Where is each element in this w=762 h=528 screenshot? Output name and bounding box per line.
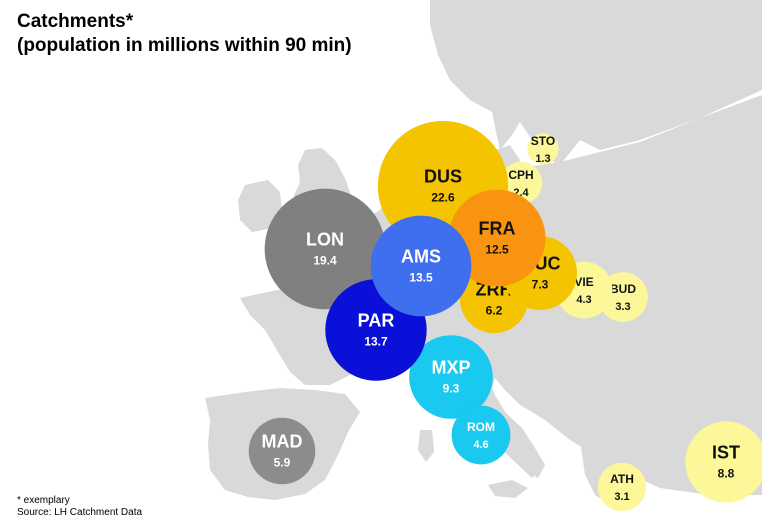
bubble-label-vie: VIE — [574, 275, 593, 289]
bubble-value-ams: 13.5 — [409, 270, 433, 284]
bubble-value-lon: 19.4 — [313, 253, 337, 267]
bubble-circle-mad — [248, 417, 316, 485]
chart-subtitle: (population in millions within 90 min) — [17, 35, 352, 56]
bubble-value-par: 13.7 — [364, 334, 388, 348]
bubble-label-mad: MAD — [262, 431, 303, 451]
bubble-layer: IST8.8ATH3.1MAD5.9STO1.3CPH2.4BUD3.3VIE4… — [248, 120, 762, 512]
bubble-value-rom: 4.6 — [473, 439, 488, 451]
bubble-mad: MAD 5.9 — [248, 417, 316, 485]
bubble-value-fra: 12.5 — [485, 242, 509, 256]
bubble-value-muc: 7.3 — [532, 277, 549, 291]
bubble-circle-ams — [370, 215, 472, 317]
bubble-label-sto: STO — [531, 134, 555, 148]
bubble-label-rom: ROM — [467, 420, 495, 434]
bubble-label-ams: AMS — [401, 246, 441, 266]
bubble-circle-ath — [597, 462, 647, 512]
footnote-text: * exemplary — [17, 495, 70, 506]
bubble-value-mxp: 9.3 — [443, 381, 460, 395]
bubble-label-dus: DUS — [424, 166, 462, 186]
bubble-value-ist: 8.8 — [718, 466, 735, 480]
bubble-mxp: MXP 9.3 — [409, 335, 493, 419]
bubble-value-bud: 3.3 — [615, 301, 630, 313]
land-ireland — [238, 180, 282, 232]
bubble-ist: IST 8.8 — [685, 421, 762, 503]
bubble-circle-lon — [264, 188, 386, 310]
bubble-value-zrh: 6.2 — [486, 303, 503, 317]
bubble-label-cph: CPH — [508, 168, 533, 182]
bubble-rom: ROM 4.6 — [451, 405, 511, 465]
bubble-ath: ATH 3.1 — [597, 462, 647, 512]
bubble-ams: AMS 13.5 — [370, 215, 472, 317]
land-sardinia — [418, 430, 434, 462]
bubble-label-bud: BUD — [610, 282, 636, 296]
bubble-label-lon: LON — [306, 229, 344, 249]
footnotes: * exemplary Source: LH Catchment Data — [17, 495, 142, 519]
bubble-label-ist: IST — [712, 442, 740, 462]
bubble-circle-fra — [448, 189, 546, 287]
title-block: Catchments* (population in millions with… — [17, 10, 352, 58]
bubble-lon: LON 19.4 — [264, 188, 386, 310]
bubble-circle-mxp — [409, 335, 493, 419]
bubble-circle-ist — [685, 421, 762, 503]
bubble-value-ath: 3.1 — [614, 491, 629, 503]
bubble-sto: STO 1.3 — [527, 133, 559, 165]
bubble-value-sto: 1.3 — [535, 153, 550, 165]
chart-title: Catchments* — [17, 11, 134, 32]
bubble-value-mad: 5.9 — [274, 455, 291, 469]
bubble-circle-sto — [527, 133, 559, 165]
bubble-label-ath: ATH — [610, 472, 634, 486]
bubble-label-par: PAR — [358, 310, 395, 330]
source-text: Source: LH Catchment Data — [17, 507, 143, 518]
bubble-circle-rom — [451, 405, 511, 465]
land-scandinavia — [430, 0, 762, 165]
bubble-value-vie: 4.3 — [576, 294, 591, 306]
bubble-label-mxp: MXP — [431, 357, 470, 377]
bubble-label-fra: FRA — [479, 218, 516, 238]
bubble-fra: FRA 12.5 — [448, 189, 546, 287]
bubble-value-dus: 22.6 — [431, 190, 455, 204]
land-sicily — [488, 480, 528, 498]
